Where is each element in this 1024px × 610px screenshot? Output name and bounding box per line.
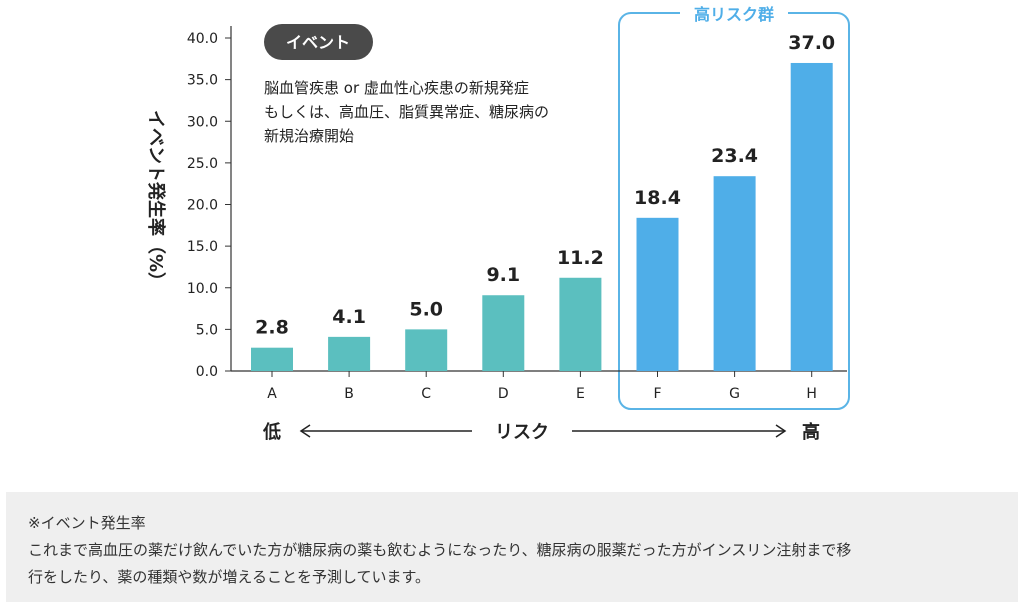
y-tick-label: 0.0 <box>196 364 218 380</box>
event-description-line-2: もしくは、高血圧、脂質異常症、糖尿病の <box>264 103 549 121</box>
x-axis-tick-labels: A B C D E F G H <box>267 371 817 402</box>
risk-arrow-right-head <box>775 424 787 438</box>
high-risk-group-label: 高リスク群 <box>694 5 774 24</box>
y-tick-label: 25.0 <box>187 156 218 172</box>
bar-e <box>559 277 602 371</box>
event-badge <box>264 24 373 60</box>
event-description-line-3: 新規治療開始 <box>264 127 354 145</box>
y-tick-label: 35.0 <box>187 73 218 89</box>
x-tick-label-g: G <box>729 386 740 402</box>
footnote-box: ※イベント発生率 これまで高血圧の薬だけ飲んでいた方が糖尿病の薬も飲むようになっ… <box>6 492 1018 602</box>
risk-arrow-left-head <box>299 424 311 438</box>
y-tick-label: 30.0 <box>187 114 218 130</box>
event-description-line-1: 脳血管疾患 or 虚血性心疾患の新規発症 <box>264 79 529 97</box>
value-label-d: 9.1 <box>486 264 520 286</box>
footnote-line-2: 行をしたり、薬の種類や数が増えることを予測しています。 <box>28 568 431 586</box>
value-label-b: 4.1 <box>332 306 366 328</box>
event-badge-label: イベント <box>286 33 350 52</box>
value-label-a: 2.8 <box>255 317 289 339</box>
y-tick-label: 15.0 <box>187 239 218 255</box>
footnote-title: ※イベント発生率 <box>28 514 146 532</box>
y-axis-ticks: 0.0 5.0 10.0 15.0 20.0 25.0 30.0 35.0 40.0 <box>187 31 231 380</box>
y-tick-label: 40.0 <box>187 31 218 47</box>
value-labels: 2.8 4.1 5.0 9.1 11.2 18.4 23.4 37.0 <box>255 32 835 339</box>
x-tick-label-f: F <box>653 386 661 402</box>
value-label-g: 23.4 <box>711 145 758 167</box>
bar-g <box>713 176 756 371</box>
bar-c <box>405 329 448 371</box>
value-label-f: 18.4 <box>634 187 681 209</box>
y-axis-title: イベント発生率（%） <box>145 110 167 290</box>
bar-h <box>790 62 833 371</box>
risk-high-label: 高 <box>802 421 820 443</box>
footnote-line-1: これまで高血圧の薬だけ飲んでいた方が糖尿病の薬も飲むようになったり、糖尿病の服薬… <box>28 541 852 559</box>
value-label-h: 37.0 <box>788 32 835 54</box>
y-tick-label: 10.0 <box>187 281 218 297</box>
bar-series <box>251 62 833 371</box>
x-tick-label-e: E <box>576 386 585 402</box>
x-tick-label-a: A <box>267 386 277 402</box>
y-tick-label: 20.0 <box>187 198 218 214</box>
bar-b <box>328 336 371 371</box>
high-risk-label-backdrop <box>680 2 788 26</box>
value-label-e: 11.2 <box>557 247 604 269</box>
value-label-c: 5.0 <box>409 298 443 320</box>
bar-a <box>251 347 293 371</box>
x-axis-title: リスク <box>495 422 549 443</box>
bar-d <box>482 295 525 371</box>
bar-f <box>636 217 679 371</box>
event-rate-chart: 高リスク群 イベント 脳血管疾患 or 虚血性心疾患の新規発症 もしくは、高血圧… <box>145 2 850 443</box>
risk-low-label: 低 <box>262 421 281 443</box>
x-tick-label-h: H <box>806 386 817 402</box>
x-tick-label-b: B <box>344 386 354 402</box>
x-tick-label-c: C <box>421 386 431 402</box>
x-tick-label-d: D <box>498 386 509 402</box>
y-tick-label: 5.0 <box>196 322 218 338</box>
